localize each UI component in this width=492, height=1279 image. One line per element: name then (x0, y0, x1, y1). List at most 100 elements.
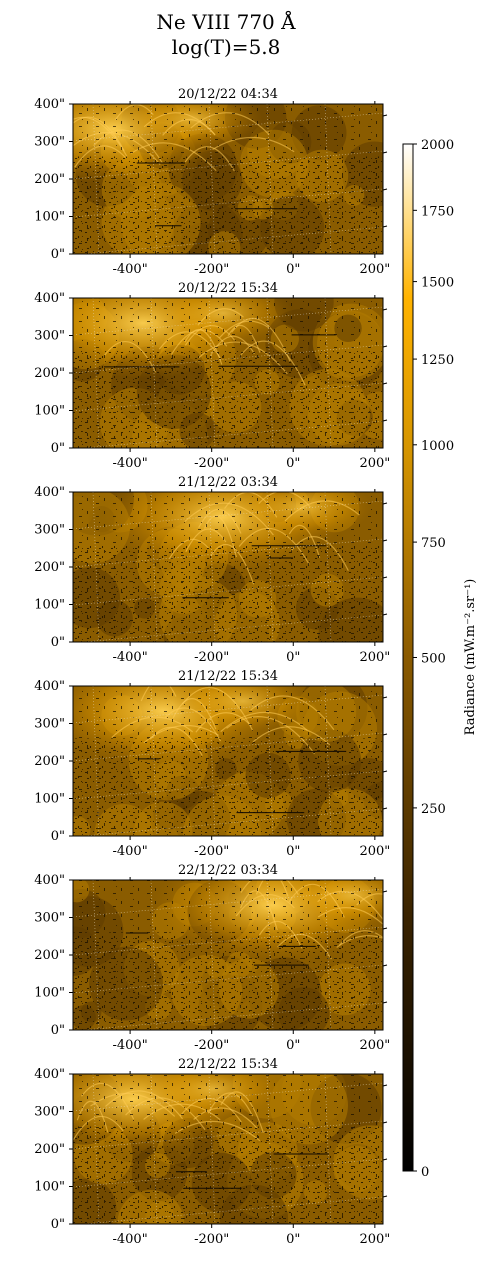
grid-line (382, 686, 383, 694)
y-tick-right (382, 770, 388, 773)
x-tick-label: -200" (194, 1038, 229, 1053)
grid-line (208, 686, 216, 836)
x-tick-label: 0" (286, 1038, 300, 1053)
y-tick-right (382, 613, 388, 616)
colorbar-tick-label: 500 (421, 652, 446, 667)
x-tick-label: -400" (113, 262, 148, 277)
grid-line (150, 1074, 158, 1224)
y-tick-label: 0" (51, 635, 65, 650)
noise-texture (73, 104, 383, 254)
grid-line (73, 694, 383, 724)
y-tick-label: 100" (34, 792, 65, 807)
y-tick-right (382, 733, 388, 736)
x-tick-label: 200" (359, 262, 390, 277)
y-tick-label: 200" (34, 560, 65, 575)
solar-image (73, 104, 383, 254)
colorbar: 0 250 500 750 1000 1250 1500 1750 2000 Radiance (… (402, 138, 478, 1180)
grid-line (80, 226, 383, 254)
image-panel: 22/12/22 03:34 -400" -200" 0" 200" 0" 100" 200"… (34, 863, 390, 1053)
panel-date: 22/12/22 03:34 (178, 863, 278, 878)
figure-title-line2: log(T)=5.8 (171, 35, 281, 59)
grid-line (266, 492, 274, 642)
colorbar-tick-label: 1750 (421, 204, 454, 219)
image-panel: 21/12/22 03:34 -400" -200" 0" 200" 0" 100" 200"… (34, 475, 390, 665)
grid-line (73, 1158, 383, 1188)
noise-texture (73, 298, 383, 448)
grid-line (150, 492, 158, 642)
colorbar-tick-label: 1250 (421, 353, 454, 368)
y-tick-label: 100" (34, 1180, 65, 1195)
y-tick-label: 300" (34, 911, 65, 926)
image-panel: 21/12/22 15:34 -400" -200" 0" 200" 0" 100" 200"… (34, 669, 390, 859)
colorbar-tick-label: 2000 (421, 138, 454, 153)
y-tick-right (382, 345, 388, 348)
y-tick-right (382, 890, 388, 893)
grid-line (324, 1074, 332, 1224)
y-tick-right (382, 1195, 388, 1198)
x-tick-label: 200" (359, 650, 390, 665)
colorbar-tick-label: 750 (421, 536, 446, 551)
grid-line (382, 880, 383, 888)
panel-date: 21/12/22 15:34 (178, 669, 278, 684)
grid-line (208, 298, 216, 448)
solar-image (73, 1074, 383, 1224)
y-tick-label: 200" (34, 172, 65, 187)
grid-line (266, 880, 274, 1030)
grid-line (80, 420, 383, 448)
grid-line (324, 686, 332, 836)
solar-image (73, 492, 383, 642)
x-tick-label: -400" (113, 1232, 148, 1247)
y-tick-right (382, 1121, 388, 1124)
y-tick-right (382, 382, 388, 385)
noise-texture (73, 1074, 383, 1224)
grid-line (324, 492, 332, 642)
image-panel: 22/12/22 15:34 -400" -200" 0" 200" 0" 100" 200"… (34, 1057, 390, 1247)
y-tick-label: 100" (34, 598, 65, 613)
y-tick-label: 300" (34, 135, 65, 150)
x-tick-label: 200" (359, 844, 390, 859)
colorbar-tick-label: 250 (421, 802, 446, 817)
colorbar-label: Radiance (mW.m⁻².sr⁻¹) (463, 579, 478, 736)
grid-line (73, 576, 383, 606)
y-tick-right (382, 1158, 388, 1161)
grid-line (150, 298, 158, 448)
grid-line (382, 298, 383, 306)
noise-texture (73, 686, 383, 836)
grid-line (208, 492, 216, 642)
y-tick-label: 100" (34, 210, 65, 225)
grid-line (73, 888, 383, 918)
grid-line (92, 298, 100, 448)
grid-line (92, 686, 100, 836)
y-tick-label: 400" (34, 485, 65, 500)
y-tick-label: 300" (34, 523, 65, 538)
y-tick-right (382, 1001, 388, 1004)
noise-texture (73, 880, 383, 1030)
y-tick-label: 400" (34, 873, 65, 888)
x-tick-label: 0" (286, 262, 300, 277)
y-tick-label: 300" (34, 1105, 65, 1120)
grid-line (208, 104, 216, 254)
y-tick-label: 400" (34, 679, 65, 694)
grid-line (150, 104, 158, 254)
y-tick-right (382, 807, 388, 810)
image-panel: 20/12/22 15:34 -400" -200" 0" 200" 0" 100" 200"… (34, 281, 390, 471)
x-tick-label: -200" (194, 1232, 229, 1247)
grid-line (266, 686, 274, 836)
grid-line (73, 344, 383, 374)
y-tick-right (382, 927, 388, 930)
x-tick-label: -400" (113, 844, 148, 859)
grid-line (92, 880, 100, 1030)
x-tick-label: -200" (194, 456, 229, 471)
x-tick-label: -400" (113, 1038, 148, 1053)
y-tick-label: 0" (51, 1217, 65, 1232)
grid-line (73, 964, 383, 994)
x-tick-label: 200" (359, 456, 390, 471)
y-tick-right (382, 114, 388, 117)
y-tick-label: 200" (34, 366, 65, 381)
y-tick-label: 400" (34, 1067, 65, 1082)
y-tick-label: 400" (34, 291, 65, 306)
y-tick-label: 300" (34, 717, 65, 732)
grid-line (80, 808, 383, 836)
y-tick-label: 200" (34, 948, 65, 963)
